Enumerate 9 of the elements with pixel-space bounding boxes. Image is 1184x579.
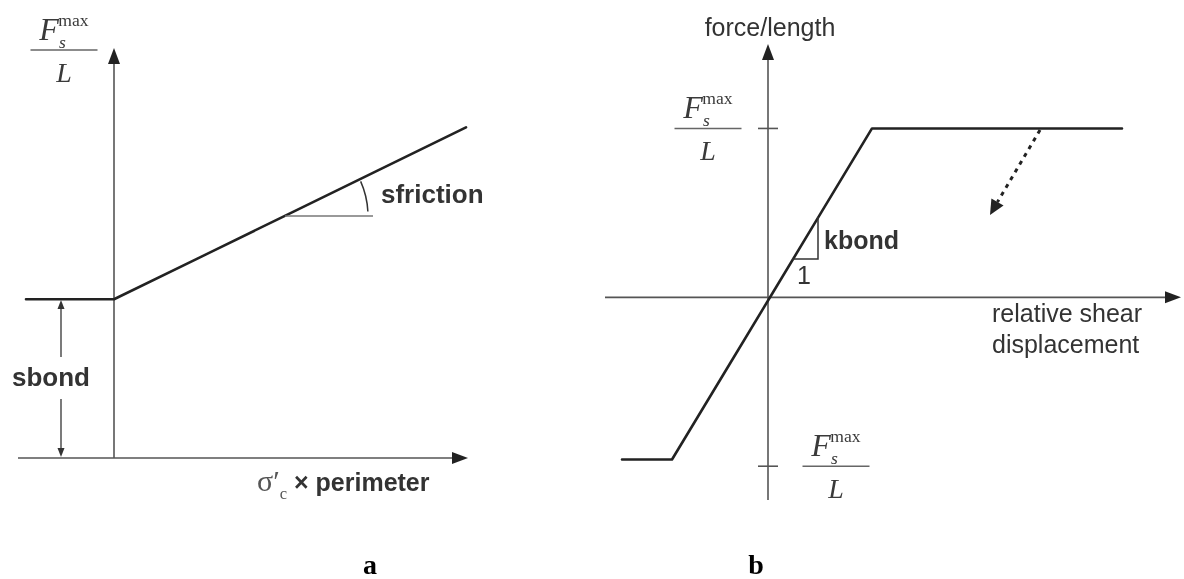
text: b xyxy=(748,549,764,579)
annotation: sbond xyxy=(12,362,90,392)
x-axis-title: relative shear displacement xyxy=(992,299,1143,358)
annotation: sfriction xyxy=(381,179,484,209)
annotation: 1 xyxy=(797,261,811,289)
text: a xyxy=(363,549,377,579)
annotation: kbond xyxy=(824,226,899,254)
x-axis-title: σ′$_{c}$ × perimeter xyxy=(257,464,430,503)
y-axis-title: force/length xyxy=(704,13,836,41)
